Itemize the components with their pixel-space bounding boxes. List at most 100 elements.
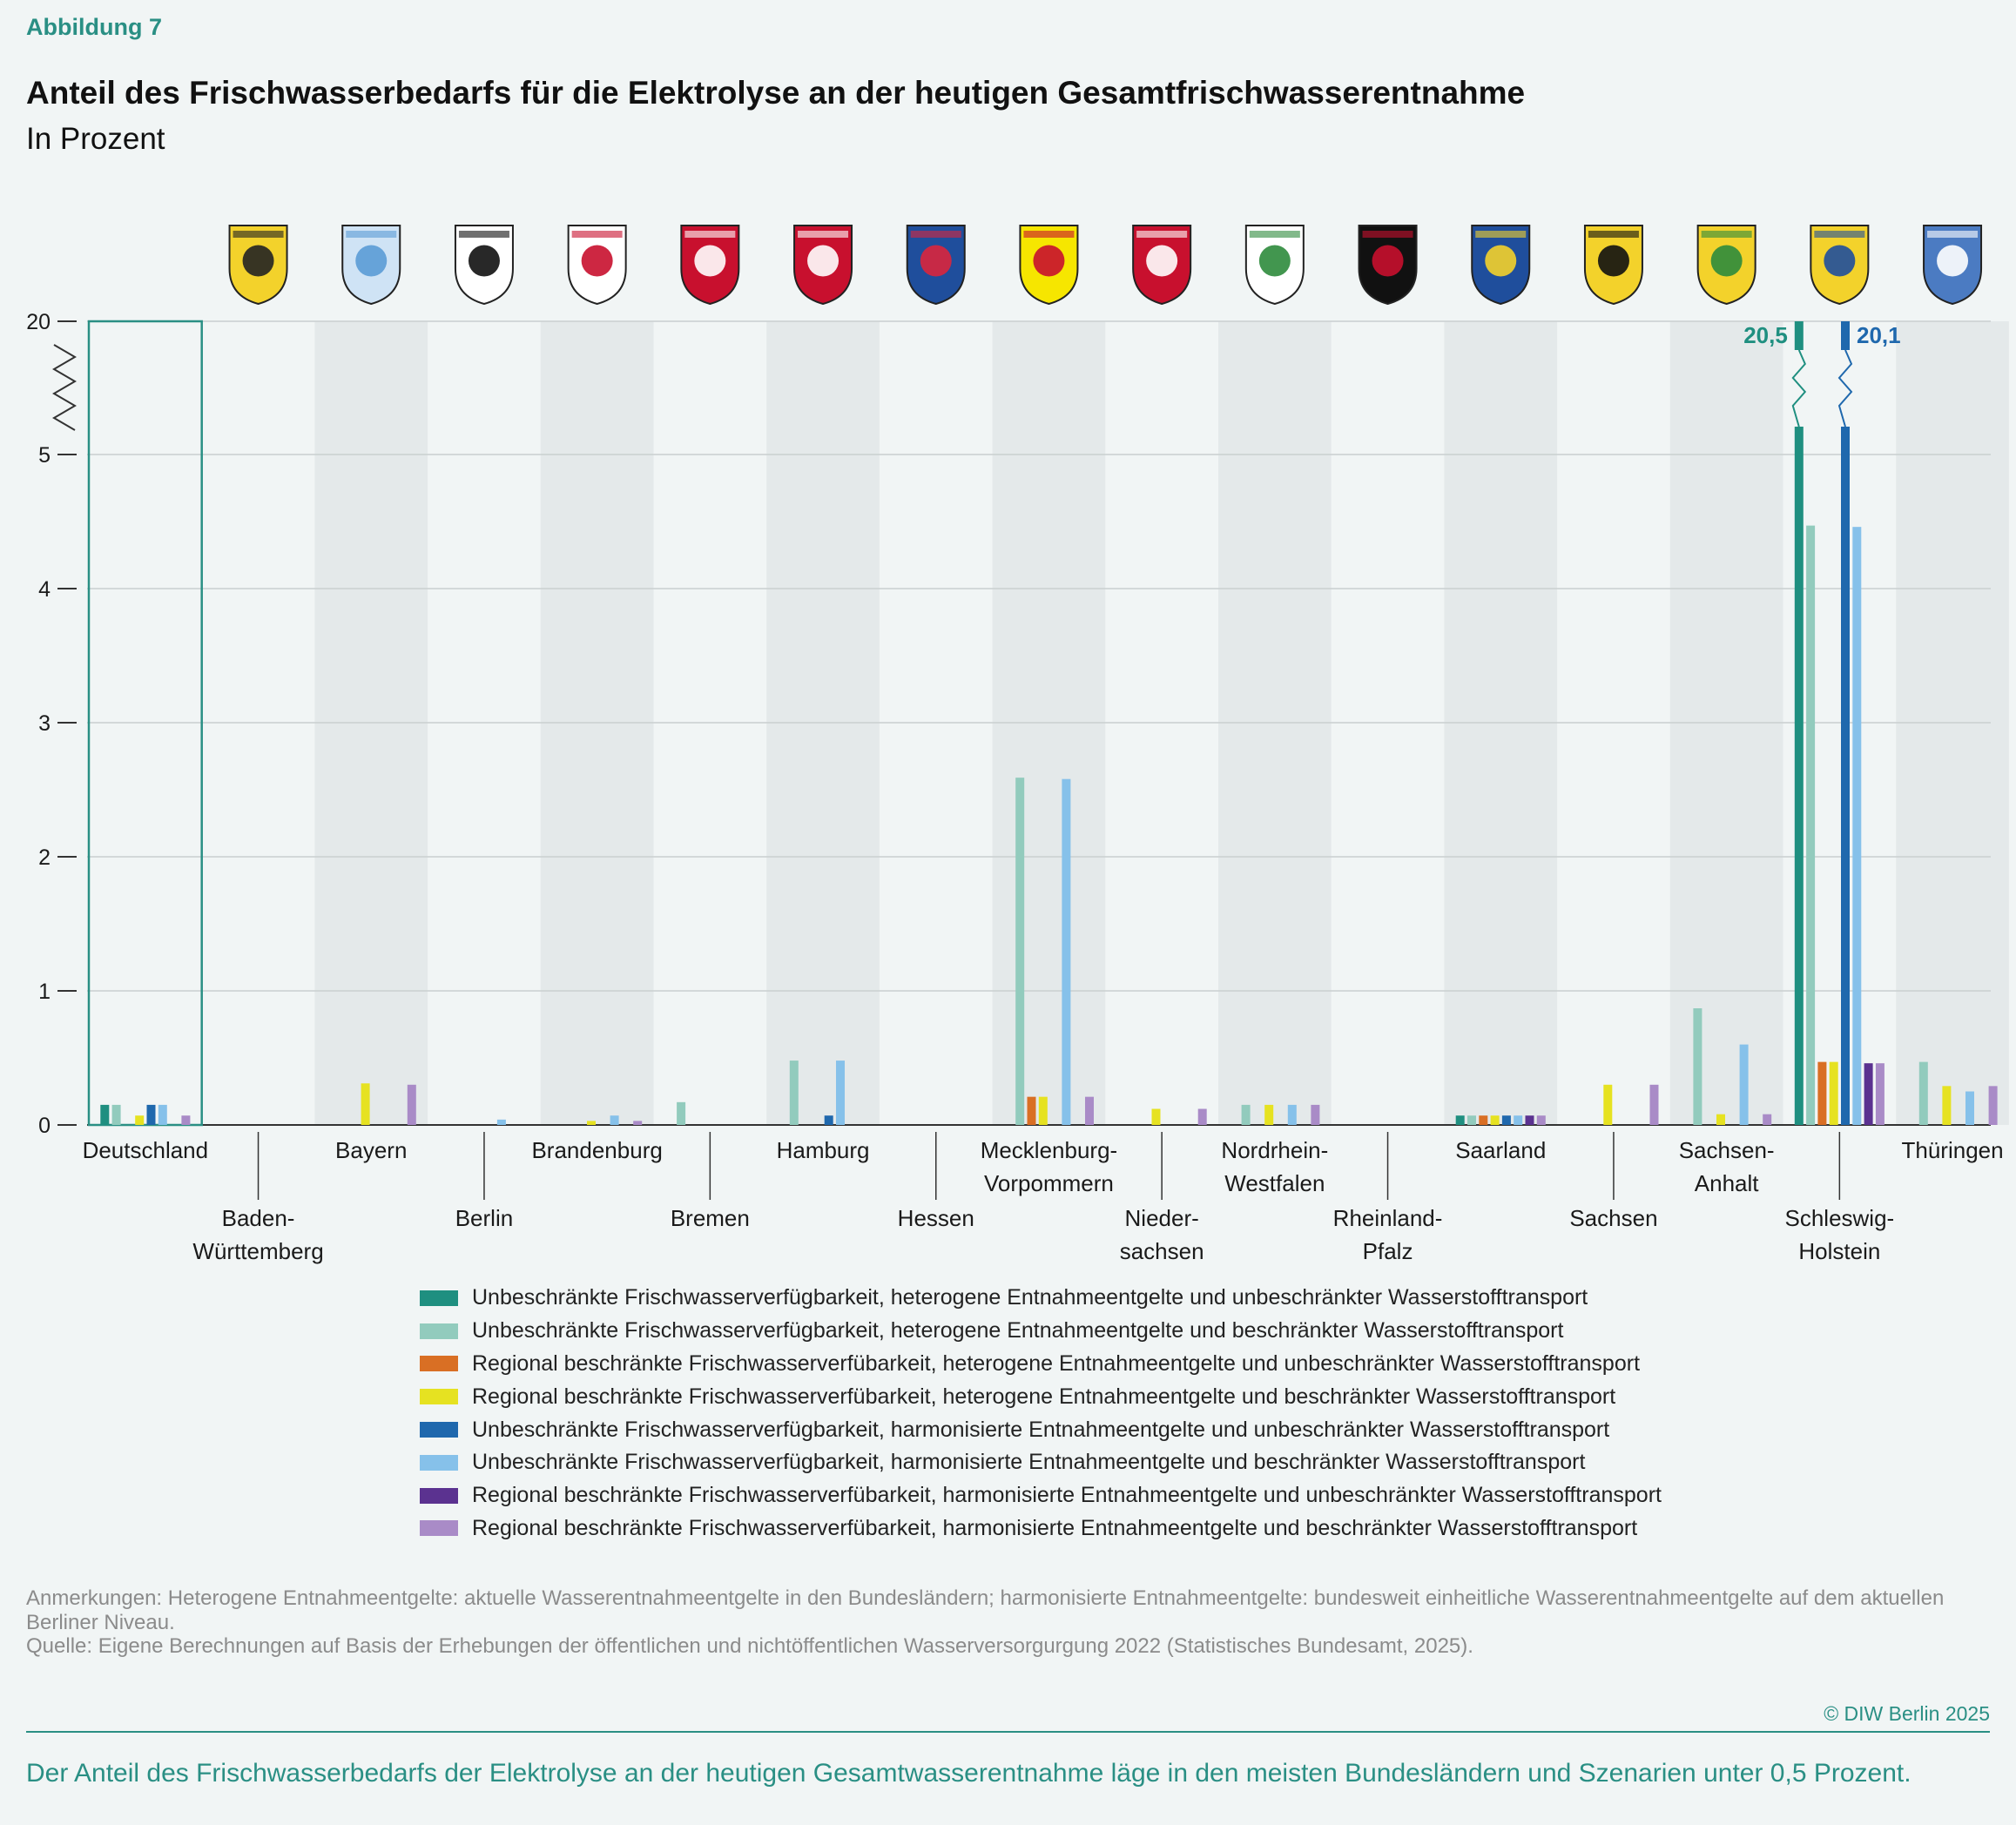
bar	[789, 1061, 799, 1125]
category-label: Hessen	[898, 1205, 974, 1231]
shield-chief	[1814, 231, 1865, 238]
bar	[135, 1115, 145, 1125]
bar	[1241, 1104, 1251, 1125]
bar	[1501, 1115, 1511, 1125]
bar	[181, 1115, 191, 1125]
notes-source: Quelle: Eigene Berechnungen auf Basis de…	[26, 1634, 1473, 1658]
legend-label: Regional beschränkte Frischwasserverfüba…	[472, 1350, 1641, 1376]
bar	[1490, 1115, 1500, 1125]
bar	[1829, 1061, 1838, 1125]
legend-label: Unbeschränkte Frischwasserverfügbarkeit,…	[472, 1450, 1586, 1475]
bar	[1525, 1115, 1534, 1125]
brandenburg-coat-of-arms-icon	[567, 225, 627, 306]
bar	[610, 1115, 619, 1125]
bar	[633, 1121, 643, 1125]
legend-label: Unbeschränkte Frischwasserverfügbarkeit,…	[472, 1318, 1564, 1343]
category-label: Mecklenburg-Vorpommern	[981, 1137, 1118, 1196]
bar-value-label: 20,5	[1743, 322, 1788, 348]
mecklenburg-vorpommern-coat-of-arms-icon	[1019, 225, 1079, 306]
bar	[1965, 1091, 1974, 1125]
footer-divider	[26, 1731, 1990, 1733]
bar	[1806, 525, 1816, 1125]
category-label: Bayern	[335, 1137, 407, 1163]
bar	[1864, 1063, 1873, 1125]
bar	[1603, 1084, 1613, 1125]
bar	[1311, 1104, 1320, 1125]
bar	[824, 1115, 833, 1125]
legend-item: Regional beschränkte Frischwasserverfüba…	[420, 1512, 1662, 1546]
bar	[1942, 1086, 1952, 1125]
category-label: Sachsen	[1569, 1205, 1657, 1231]
bar	[1479, 1115, 1488, 1125]
bar	[677, 1101, 686, 1125]
bar	[836, 1061, 845, 1125]
bar-break-mark	[1837, 349, 1853, 428]
category-label: Thüringen	[1902, 1137, 2004, 1163]
shield-charge	[1372, 245, 1404, 277]
figure-label: Abbildung 7	[26, 14, 162, 40]
thueringen-coat-of-arms-icon	[1923, 225, 1983, 306]
bar	[1085, 1096, 1094, 1125]
bar	[1763, 1114, 1772, 1125]
schleswig-holstein-coat-of-arms-icon	[1810, 225, 1870, 306]
category-label: Bremen	[671, 1205, 750, 1231]
y-axis-break	[52, 344, 77, 431]
shield-charge	[920, 245, 952, 277]
legend-swatch	[420, 1454, 458, 1471]
legend-swatch	[420, 1422, 458, 1438]
shield-chief	[1927, 231, 1979, 238]
shield-charge	[694, 245, 726, 277]
y-tick-label: 5	[38, 443, 51, 468]
shield-chief	[1136, 231, 1188, 238]
shield-charge	[468, 245, 500, 277]
y-tick-label: 20	[26, 310, 51, 334]
bar	[1875, 1063, 1885, 1125]
shield-chief	[1701, 231, 1752, 238]
bar-chart: 0 1 2 3 4 5 20 20,5 20,1 Deutschland Baden-Württem…	[26, 225, 2009, 1264]
sachsen-anhalt-coat-of-arms-icon	[1696, 225, 1756, 306]
bar	[1649, 1084, 1659, 1125]
shield-chief	[233, 231, 284, 238]
legend-label: Regional beschränkte Frischwasserverfüba…	[472, 1483, 1662, 1508]
category-label: Brandenburg	[531, 1137, 662, 1163]
shield-charge	[1033, 245, 1065, 277]
y-tick-label: 2	[38, 845, 51, 870]
bar	[1841, 321, 1850, 1125]
shield-chief	[684, 231, 736, 238]
shield-chief	[1023, 231, 1075, 238]
category-label: Deutschland	[83, 1137, 209, 1163]
shield-chief	[1362, 231, 1413, 238]
chart-title: Anteil des Frischwasserbedarfs für die E…	[26, 75, 1526, 111]
bremen-coat-of-arms-icon	[680, 225, 740, 306]
category-label: Sachsen-Anhalt	[1679, 1137, 1775, 1196]
category-label: Rheinland-Pfalz	[1333, 1205, 1443, 1264]
bar-value-label: 20,1	[1857, 322, 1901, 348]
legend-swatch	[420, 1520, 458, 1537]
legend-label: Regional beschränkte Frischwasserverfüba…	[472, 1384, 1616, 1409]
legend-swatch	[420, 1323, 458, 1339]
shield-charge	[1597, 245, 1629, 277]
shield-chief	[458, 231, 509, 238]
bar	[1455, 1115, 1465, 1125]
notes-remark: Anmerkungen: Heterogene Entnahmeentgelte…	[26, 1586, 1945, 1634]
bar	[1015, 778, 1025, 1125]
shield-chief	[1249, 231, 1300, 238]
bar-break-gap	[1839, 350, 1851, 427]
shield-chief	[910, 231, 961, 238]
legend-item: Regional beschränkte Frischwasserverfüba…	[420, 1380, 1662, 1413]
bar	[1693, 1008, 1702, 1125]
category-label: Hamburg	[777, 1137, 870, 1163]
bar	[1988, 1086, 1998, 1125]
category-label: Baden-Württemberg	[192, 1205, 323, 1264]
niedersachsen-coat-of-arms-icon	[1132, 225, 1192, 306]
legend-swatch	[420, 1356, 458, 1372]
bar	[1062, 778, 1071, 1125]
shield-charge	[581, 245, 613, 277]
legend-label: Unbeschränkte Frischwasserverfügbarkeit,…	[472, 1285, 1588, 1310]
shield-chief	[346, 231, 397, 238]
copyright: © DIW Berlin 2025	[1824, 1702, 1990, 1725]
legend-item: Unbeschränkte Frischwasserverfügbarkeit,…	[420, 1315, 1662, 1348]
bar	[1918, 1061, 1928, 1125]
legend-swatch	[420, 1290, 458, 1306]
bar	[1038, 1096, 1048, 1125]
